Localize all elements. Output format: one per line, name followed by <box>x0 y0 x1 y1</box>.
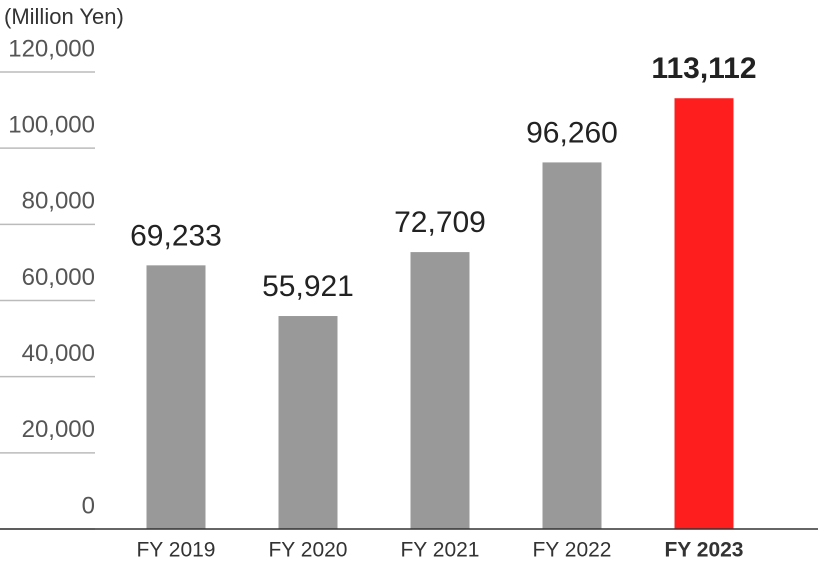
x-tick-label: FY 2023 <box>664 539 743 562</box>
y-axis-label: (Million Yen) <box>4 4 124 29</box>
value-label: 96,260 <box>526 116 618 149</box>
bar <box>410 252 470 529</box>
bar <box>146 265 206 529</box>
y-tick-label: 120,000 <box>8 35 95 62</box>
value-label: 113,112 <box>651 52 756 85</box>
y-tick-label: 0 <box>82 492 95 519</box>
y-tick-label: 100,000 <box>8 112 95 139</box>
value-label: 55,921 <box>262 270 354 303</box>
y-tick-label: 80,000 <box>22 188 95 215</box>
x-tick-label: FY 2020 <box>268 539 347 562</box>
y-tick-label: 40,000 <box>22 340 95 367</box>
x-tick-label: FY 2021 <box>400 539 479 562</box>
y-tick-label: 20,000 <box>22 416 95 443</box>
x-tick-label: FY 2022 <box>532 539 611 562</box>
y-tick-label: 60,000 <box>22 264 95 291</box>
value-label: 69,233 <box>130 219 222 252</box>
bar <box>542 162 602 529</box>
bar <box>674 98 734 529</box>
bar <box>278 316 338 529</box>
x-tick-label: FY 2019 <box>136 539 215 562</box>
value-label: 72,709 <box>394 206 486 239</box>
